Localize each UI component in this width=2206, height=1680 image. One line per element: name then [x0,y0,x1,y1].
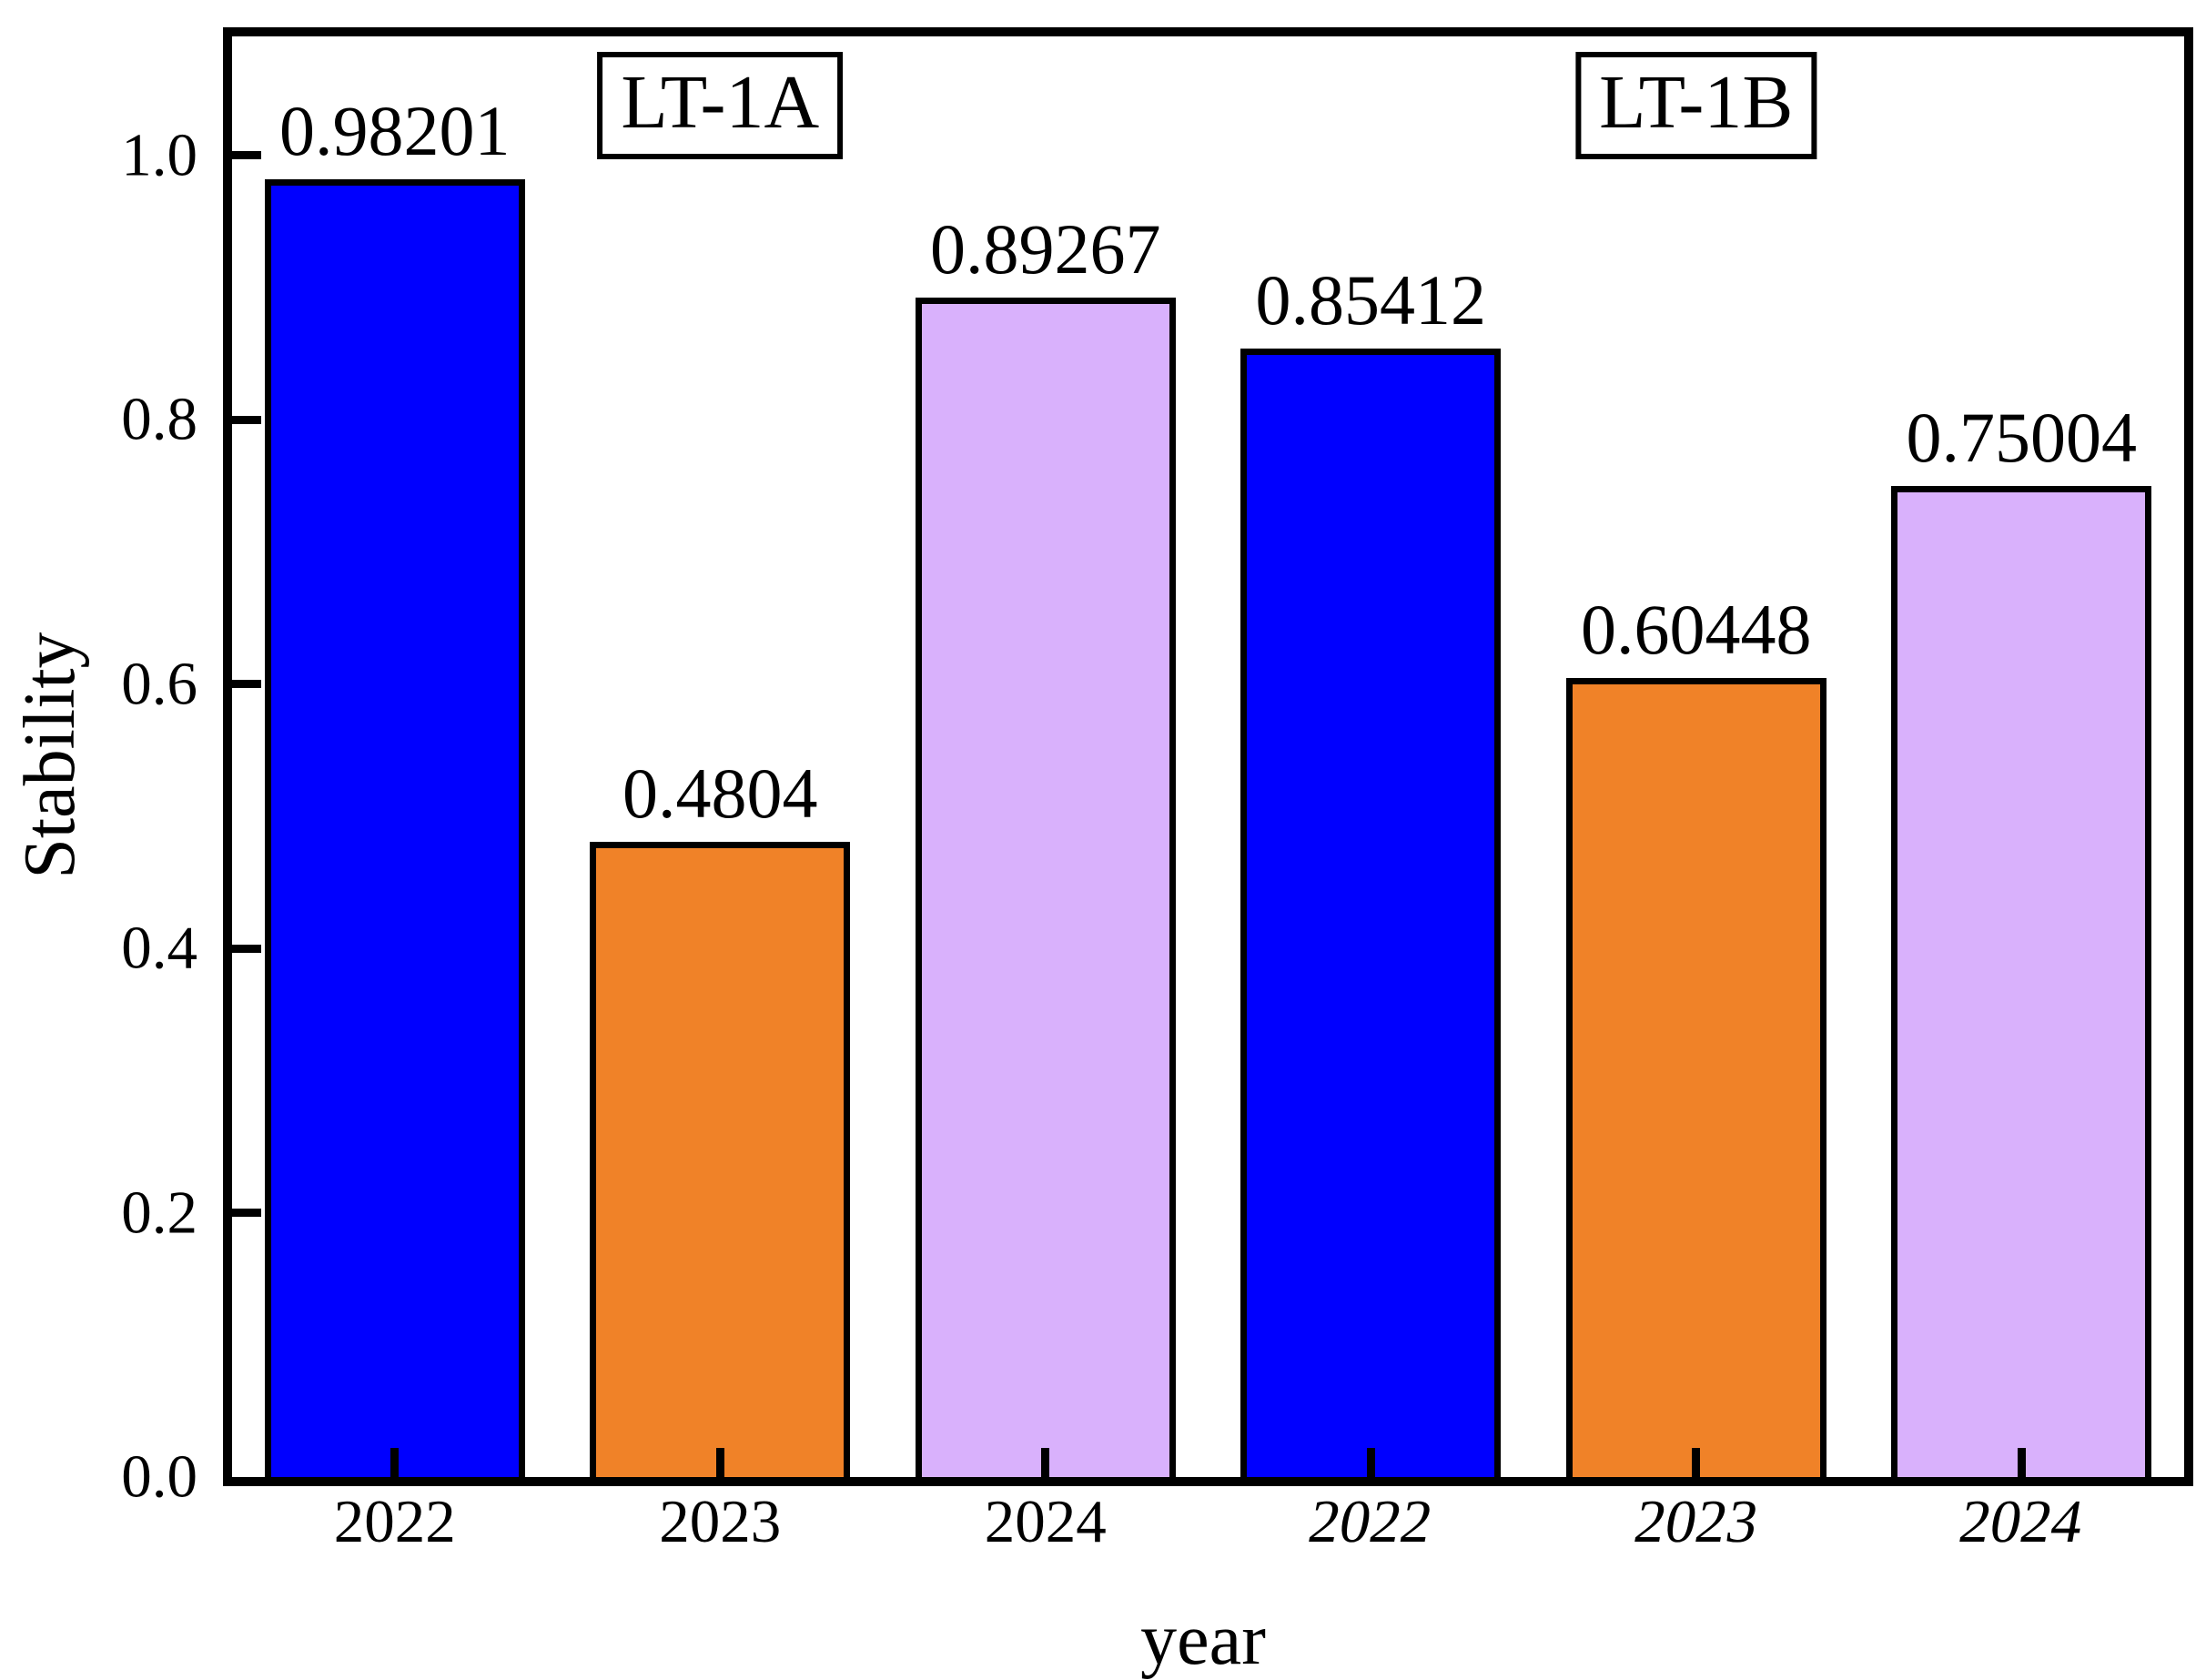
bar-value-label: 0.85412 [1255,259,1487,339]
y-tick [232,680,261,689]
x-tick-label: 2024 [1954,1488,2089,1555]
bar [1565,678,1827,1477]
y-tick-label: 0.0 [121,1442,197,1511]
bar [590,842,851,1477]
bar [1891,485,2152,1477]
x-tick-label: 2024 [984,1488,1107,1555]
y-tick [232,415,261,424]
y-tick-label: 1.0 [121,121,197,189]
x-tick-label: 2022 [333,1488,456,1555]
y-tick-label: 0.6 [121,650,197,718]
y-tick-label: 0.2 [121,1179,197,1247]
bar-value-label: 0.75004 [1906,397,2138,477]
plot-area: 0.0 0.2 0.4 0.6 0.8 1.0 0.98201 2022 0.4804 2023 0… [121,27,2193,1555]
x-tick [715,1448,724,1477]
bar-value-label: 0.98201 [279,90,511,170]
bar [264,178,525,1477]
y-tick-label: 0.4 [121,914,197,982]
bar-value-label: 0.60448 [1581,590,1812,670]
y-tick [232,151,261,160]
y-axis-title: Stability [10,632,90,879]
y-tick-label: 0.8 [121,385,197,453]
bar [1240,348,1502,1477]
x-tick-label: 2022 [1303,1488,1438,1555]
legend-box-lt-1a: LT-1A [597,52,844,160]
x-tick-label: 2023 [1629,1488,1764,1555]
bar [915,297,1176,1477]
x-tick-label: 2023 [659,1488,782,1555]
x-tick [390,1448,400,1477]
bar-value-label: 0.4804 [622,754,818,834]
y-tick [232,1209,261,1218]
x-tick [1366,1448,1375,1477]
x-axis-title: year [1140,1600,1266,1680]
y-tick [232,944,261,953]
legend-box-lt-1b: LT-1B [1575,52,1817,160]
x-tick [1692,1448,1701,1477]
x-tick [2017,1448,2026,1477]
bar-value-label: 0.89267 [930,208,1161,288]
x-tick [1041,1448,1050,1477]
